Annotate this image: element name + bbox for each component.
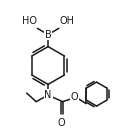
Text: O: O (58, 118, 65, 128)
Text: O: O (71, 92, 79, 102)
Text: N: N (44, 90, 52, 100)
Text: B: B (45, 30, 51, 40)
Text: HO: HO (22, 16, 37, 26)
Text: OH: OH (59, 16, 74, 26)
